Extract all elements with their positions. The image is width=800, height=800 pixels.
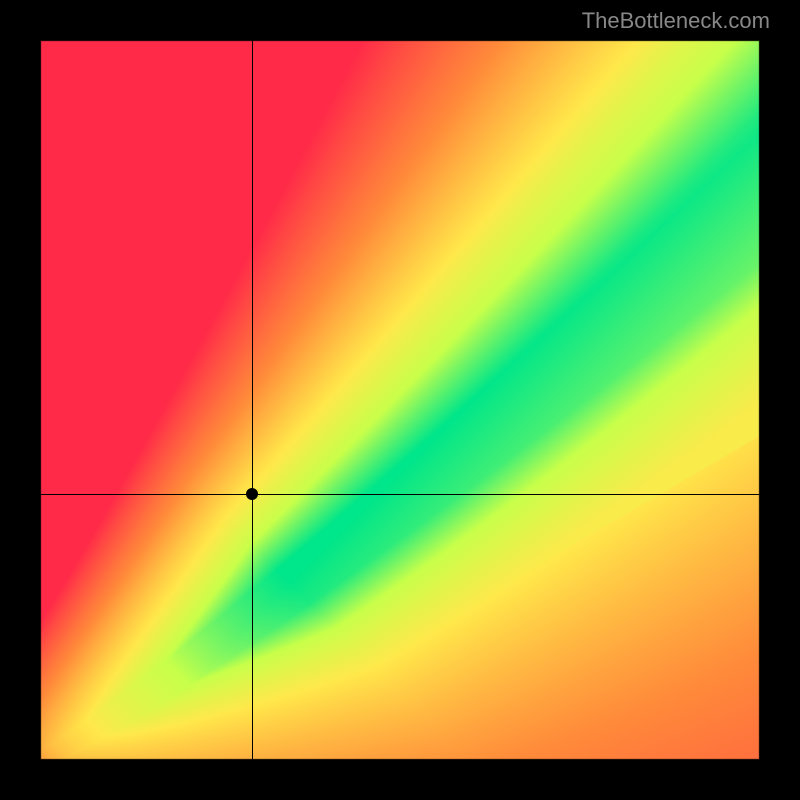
- bottleneck-heatmap: [40, 40, 760, 760]
- watermark-text: TheBottleneck.com: [582, 8, 770, 34]
- crosshair-horizontal: [40, 494, 760, 495]
- crosshair-vertical: [252, 40, 253, 760]
- heatmap-canvas: [40, 40, 760, 760]
- crosshair-marker-dot: [246, 488, 258, 500]
